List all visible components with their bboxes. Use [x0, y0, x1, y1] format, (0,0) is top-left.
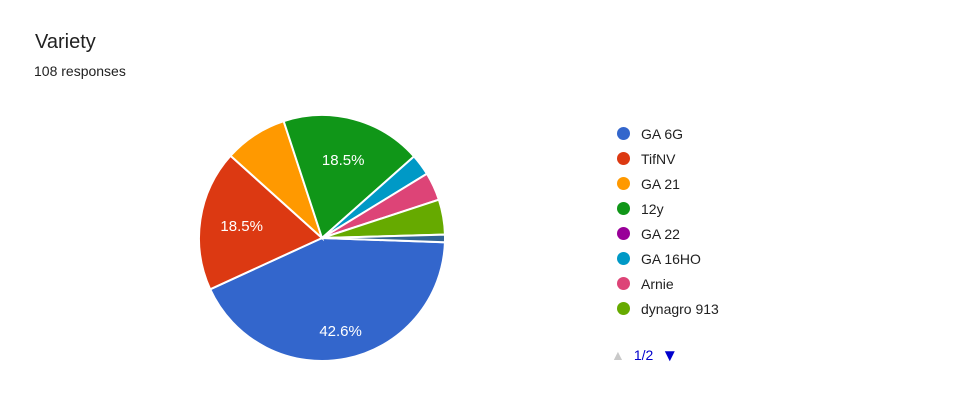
pie-chart[interactable]: 42.6%18.5%18.5%	[198, 114, 446, 362]
legend-page-indicator: 1/2	[633, 347, 654, 363]
legend-item-ga-6g: GA 6G	[617, 121, 719, 146]
legend-item-label: TifNV	[641, 150, 676, 167]
legend-item-label: Arnie	[641, 275, 674, 292]
legend-prev-page-icon[interactable]: ▲	[611, 347, 625, 363]
legend-color-dot	[617, 277, 630, 290]
legend-item-label: GA 16HO	[641, 250, 701, 267]
legend-item-label: dynagro 913	[641, 300, 719, 317]
legend-item-tifnv: TifNV	[617, 146, 719, 171]
legend-item-ga-16ho: GA 16HO	[617, 246, 719, 271]
legend-item-dynagro-913: dynagro 913	[617, 296, 719, 321]
legend-color-dot	[617, 302, 630, 315]
pie-slice-tifnv[interactable]	[198, 154, 324, 291]
chart-title: Variety	[35, 31, 96, 53]
legend-item-ga-21: GA 21	[617, 171, 719, 196]
pie-slice-12y[interactable]	[282, 114, 416, 240]
legend-item-12y: 12y	[617, 196, 719, 221]
pie-slice-ga-6g[interactable]	[208, 236, 446, 362]
pie-slice-unlabeled[interactable]	[321, 233, 446, 244]
legend-color-dot	[617, 252, 630, 265]
legend-color-dot	[617, 202, 630, 215]
legend-color-dot	[617, 127, 630, 140]
legend-item-arnie: Arnie	[617, 271, 719, 296]
legend-color-dot	[617, 227, 630, 240]
legend-color-dot	[617, 152, 630, 165]
response-count: 108 responses	[34, 63, 126, 79]
legend-item-ga-22: GA 22	[617, 221, 719, 246]
legend-item-label: GA 22	[641, 225, 680, 242]
legend-color-dot	[617, 177, 630, 190]
legend-item-label: GA 6G	[641, 125, 684, 142]
legend: GA 6G TifNV GA 21 12y GA 22 GA 16HO Arnie dynag…	[617, 121, 719, 321]
legend-next-page-icon[interactable]: ▼	[661, 345, 679, 365]
legend-pagination: ▲ 1/2 ▼	[611, 345, 678, 365]
legend-item-label: 12y	[641, 200, 664, 217]
legend-item-label: GA 21	[641, 175, 680, 192]
